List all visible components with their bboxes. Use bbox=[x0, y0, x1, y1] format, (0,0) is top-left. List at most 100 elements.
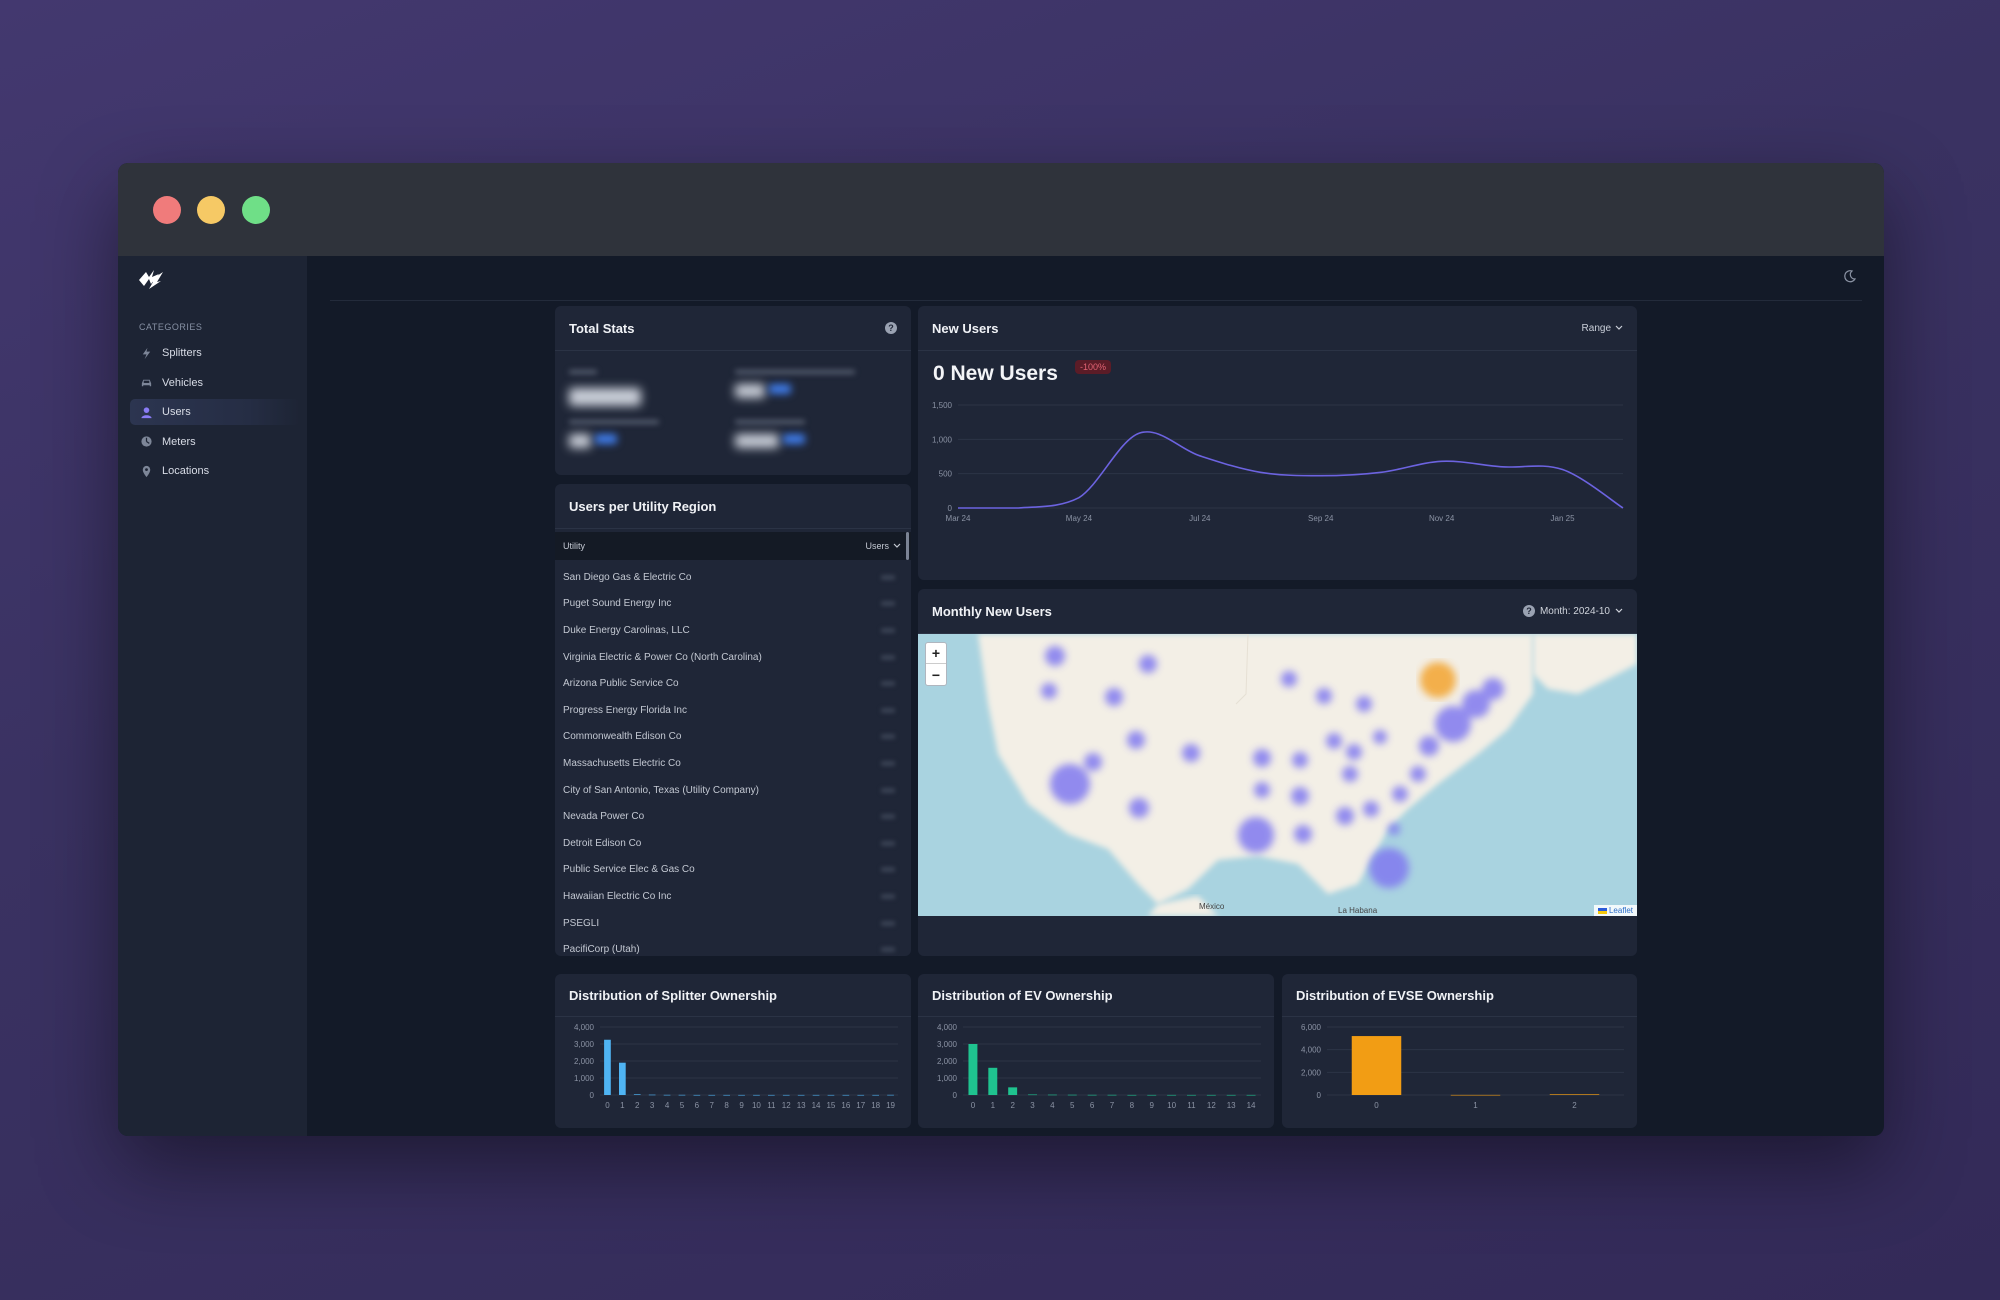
table-row[interactable]: City of San Antonio, Texas (Utility Comp… bbox=[555, 777, 911, 804]
bar[interactable] bbox=[872, 1094, 880, 1096]
bar[interactable] bbox=[1127, 1094, 1137, 1096]
sidebar-item-label: Splitters bbox=[162, 347, 202, 359]
bar[interactable] bbox=[708, 1094, 716, 1096]
y-tick-label: 1,000 bbox=[932, 435, 953, 444]
range-dropdown[interactable]: Range bbox=[1582, 323, 1623, 334]
bar[interactable] bbox=[842, 1094, 850, 1096]
bar[interactable] bbox=[797, 1094, 805, 1096]
x-tick-label: 9 bbox=[1150, 1101, 1155, 1110]
bar[interactable] bbox=[648, 1094, 656, 1096]
x-tick-label: 0 bbox=[605, 1101, 610, 1110]
bar[interactable] bbox=[782, 1094, 790, 1096]
bar[interactable] bbox=[1147, 1094, 1157, 1096]
bar[interactable] bbox=[1226, 1094, 1236, 1096]
x-tick-label: 3 bbox=[650, 1101, 655, 1110]
table-row[interactable]: Nevada Power Co bbox=[555, 803, 911, 830]
sidebar-item-meters[interactable]: Meters bbox=[130, 429, 300, 455]
bar[interactable] bbox=[663, 1094, 671, 1096]
x-tick-label: 17 bbox=[856, 1101, 865, 1110]
bar[interactable] bbox=[1246, 1094, 1256, 1096]
table-row[interactable]: Progress Energy Florida Inc bbox=[555, 697, 911, 724]
bar[interactable] bbox=[988, 1067, 998, 1095]
bar[interactable] bbox=[1450, 1094, 1501, 1096]
map-hotspot bbox=[1420, 662, 1456, 698]
table-row[interactable]: Puget Sound Energy Inc bbox=[555, 591, 911, 618]
sidebar-item-label: Users bbox=[162, 406, 191, 418]
bar[interactable] bbox=[633, 1094, 641, 1095]
bar[interactable] bbox=[1549, 1094, 1600, 1095]
bar[interactable] bbox=[753, 1094, 760, 1096]
card-title: Distribution of EVSE Ownership bbox=[1296, 987, 1494, 1003]
attribution-link[interactable]: Leaflet bbox=[1608, 906, 1633, 915]
map-attribution[interactable]: Leaflet bbox=[1593, 905, 1637, 916]
table-row[interactable]: Arizona Public Service Co bbox=[555, 670, 911, 697]
minimize-window-button[interactable] bbox=[197, 196, 225, 224]
x-tick-label: 2 bbox=[635, 1101, 640, 1110]
bar[interactable] bbox=[1206, 1094, 1216, 1096]
x-tick-label: 1 bbox=[620, 1101, 625, 1110]
bar[interactable] bbox=[857, 1094, 865, 1096]
x-tick-label: 6 bbox=[695, 1101, 700, 1110]
table-row[interactable]: PacifiCorp (Utah) bbox=[555, 936, 911, 956]
bar[interactable] bbox=[678, 1094, 686, 1096]
app-logo-icon[interactable] bbox=[137, 268, 165, 290]
sidebar-item-locations[interactable]: Locations bbox=[130, 458, 300, 484]
bar[interactable] bbox=[767, 1094, 775, 1096]
bar[interactable] bbox=[693, 1094, 701, 1096]
card-title: Total Stats bbox=[569, 320, 635, 336]
chevron-down-icon bbox=[1615, 325, 1623, 330]
bar[interactable] bbox=[1087, 1094, 1097, 1096]
utility-region-card: Users per Utility Region Utility Users S… bbox=[555, 484, 911, 956]
bar[interactable] bbox=[1008, 1087, 1018, 1095]
table-row[interactable]: Detroit Edison Co bbox=[555, 830, 911, 857]
bar[interactable] bbox=[812, 1094, 820, 1096]
help-icon[interactable]: ? bbox=[1522, 605, 1535, 617]
bar[interactable] bbox=[738, 1094, 745, 1096]
table-row[interactable]: Duke Energy Carolinas, LLC bbox=[555, 617, 911, 644]
sidebar-item-splitters[interactable]: Splitters bbox=[130, 340, 300, 366]
users-heat-map[interactable]: + − México La Habana Leaflet bbox=[918, 634, 1637, 916]
bar[interactable] bbox=[1047, 1094, 1057, 1096]
scrollbar-thumb[interactable] bbox=[906, 532, 909, 560]
bar[interactable] bbox=[618, 1062, 626, 1095]
header-divider bbox=[330, 300, 1862, 301]
close-window-button[interactable] bbox=[153, 196, 181, 224]
bar[interactable] bbox=[968, 1044, 978, 1095]
bar[interactable] bbox=[1186, 1094, 1196, 1096]
bar[interactable] bbox=[887, 1094, 894, 1096]
table-row[interactable]: San Diego Gas & Electric Co bbox=[555, 564, 911, 591]
zoom-out-button[interactable]: − bbox=[931, 666, 941, 683]
bar[interactable] bbox=[827, 1094, 835, 1096]
bar[interactable] bbox=[604, 1039, 611, 1095]
stat-change bbox=[783, 434, 805, 444]
column-header-users[interactable]: Users bbox=[865, 541, 901, 551]
sidebar-item-users[interactable]: Users bbox=[130, 399, 300, 425]
table-row[interactable]: Commonwealth Edison Co bbox=[555, 724, 911, 751]
zoom-in-button[interactable]: + bbox=[926, 643, 946, 664]
y-tick-label: 6,000 bbox=[1301, 1023, 1322, 1032]
table-row[interactable]: PSEGLI bbox=[555, 910, 911, 937]
table-row[interactable]: Hawaiian Electric Co Inc bbox=[555, 883, 911, 910]
stat-change bbox=[595, 434, 617, 444]
bar[interactable] bbox=[723, 1094, 731, 1096]
table-row[interactable]: Virginia Electric & Power Co (North Caro… bbox=[555, 644, 911, 671]
x-tick-label: Sep 24 bbox=[1308, 514, 1334, 523]
x-tick-label: 2 bbox=[1572, 1101, 1577, 1110]
maximize-window-button[interactable] bbox=[242, 196, 270, 224]
bar[interactable] bbox=[1107, 1094, 1117, 1096]
help-icon[interactable]: ? bbox=[885, 322, 897, 334]
month-dropdown[interactable]: ? Month: 2024-10 bbox=[1522, 605, 1623, 617]
x-tick-label: 10 bbox=[1167, 1101, 1176, 1110]
sidebar-item-vehicles[interactable]: Vehicles bbox=[130, 370, 300, 396]
sidebar-item-label: Vehicles bbox=[162, 376, 203, 389]
bar[interactable] bbox=[1067, 1094, 1077, 1096]
column-header-utility[interactable]: Utility bbox=[563, 541, 585, 551]
map-canvas[interactable] bbox=[918, 634, 1637, 916]
table-row[interactable]: Public Service Elec & Gas Co bbox=[555, 857, 911, 884]
bar[interactable] bbox=[1167, 1094, 1177, 1096]
bar[interactable] bbox=[1028, 1094, 1038, 1096]
table-row[interactable]: Massachusetts Electric Co bbox=[555, 750, 911, 777]
bar[interactable] bbox=[1351, 1036, 1402, 1095]
moon-icon[interactable] bbox=[1843, 269, 1857, 283]
